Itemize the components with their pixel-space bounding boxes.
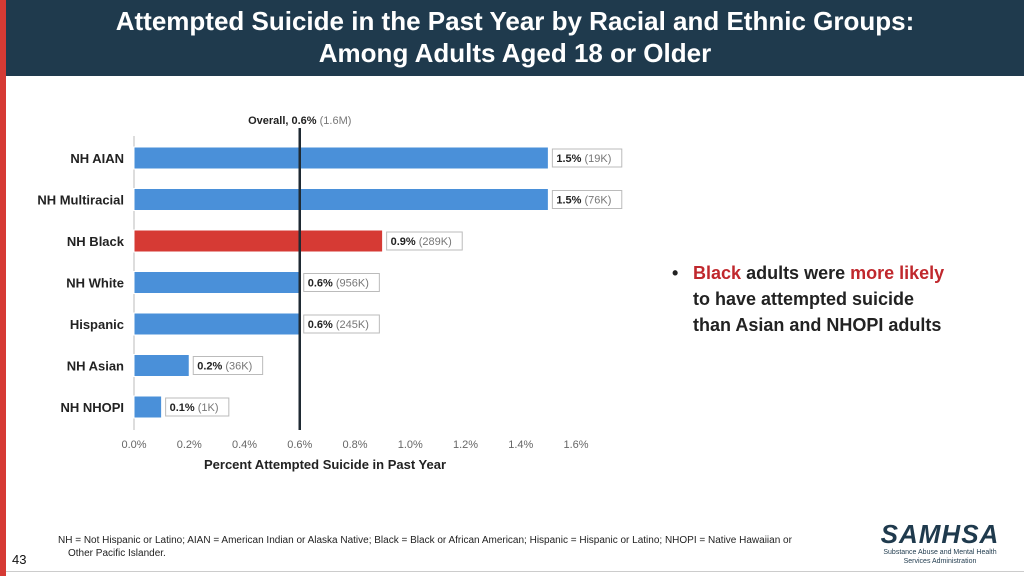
category-label: NH NHOPI (60, 400, 124, 415)
x-tick-label: 0.4% (232, 439, 257, 451)
bar (133, 354, 190, 377)
footnote-line-1: NH = Not Hispanic or Latino; AIAN = Amer… (58, 535, 792, 546)
footnote-line-2: Other Pacific Islander. (68, 548, 166, 559)
data-label-box (303, 273, 380, 292)
logo-wordmark: SAMHSA (880, 519, 1000, 549)
bullet-line-2: to have attempted suicide (693, 289, 915, 309)
left-accent-bar (0, 0, 6, 576)
category-label: NH White (66, 276, 124, 291)
data-label-box (165, 397, 230, 417)
bullet-black-text: Black (693, 263, 742, 283)
bar (133, 146, 549, 170)
data-label: 0.9% (289K) (391, 236, 452, 248)
x-tick-label: 1.6% (563, 439, 588, 451)
bullet-dot: • (672, 263, 679, 283)
page-number: 43 (12, 552, 27, 567)
x-tick-label: 0.8% (342, 439, 367, 451)
data-label: 0.2% (36K) (197, 361, 252, 373)
data-label: 0.6% (245K) (308, 319, 369, 331)
data-label: 0.6% (956K) (308, 278, 369, 290)
bottom-divider (6, 571, 1024, 572)
data-label-box (551, 148, 623, 168)
bar-chart: NH AIAN 1.5% (19K) NH Multiracial 1.5% (76K… (37, 115, 623, 472)
category-label: NH Black (67, 234, 125, 249)
bullet-adults-were-text: adults were (746, 263, 846, 283)
data-label-box (192, 356, 264, 375)
overall-reference-label: Overall, 0.6% (1.6M) (248, 115, 351, 127)
data-label: 0.1% (1K) (170, 402, 219, 414)
x-tick-label: 0.0% (121, 439, 146, 451)
data-label-box (386, 231, 463, 251)
slide-header: Attempted Suicide in the Past Year by Ra… (6, 0, 1024, 76)
bar (133, 271, 301, 294)
samhsa-logo: SAMHSA Substance Abuse and Mental Health… (880, 520, 1000, 566)
category-label: NH Asian (67, 359, 124, 374)
data-label: 1.5% (76K) (556, 195, 611, 207)
bar (133, 229, 384, 253)
footnote: NH = Not Hispanic or Latino; AIAN = Amer… (58, 534, 858, 560)
x-tick-label: 0.2% (177, 439, 202, 451)
key-finding-bullet: • Black adults were more likely to have … (672, 260, 1002, 338)
logo-tagline-2: Services Administration (903, 558, 977, 565)
category-label: Hispanic (70, 317, 124, 332)
data-label-box (551, 190, 623, 209)
category-label: NH AIAN (70, 151, 124, 166)
x-tick-label: 1.0% (398, 439, 423, 451)
bar (133, 188, 549, 211)
category-label: NH Multiracial (37, 193, 124, 208)
bullet-line-3: than Asian and NHOPI adults (693, 315, 942, 335)
slide-title-line-1: Attempted Suicide in the Past Year by Ra… (115, 6, 915, 36)
logo-tagline-1: Substance Abuse and Mental Health (883, 549, 997, 556)
data-label-box (303, 314, 380, 334)
bar (133, 395, 163, 419)
x-tick-label: 0.6% (287, 439, 312, 451)
bullet-more-likely-text: more likely (850, 263, 945, 283)
bar (133, 312, 301, 336)
x-axis-title: Percent Attempted Suicide in Past Year (204, 457, 446, 472)
x-tick-label: 1.2% (453, 439, 478, 451)
slide-title-line-2: Among Adults Aged 18 or Older (318, 38, 712, 68)
x-tick-label: 1.4% (508, 439, 533, 451)
data-label: 1.5% (19K) (556, 153, 611, 165)
